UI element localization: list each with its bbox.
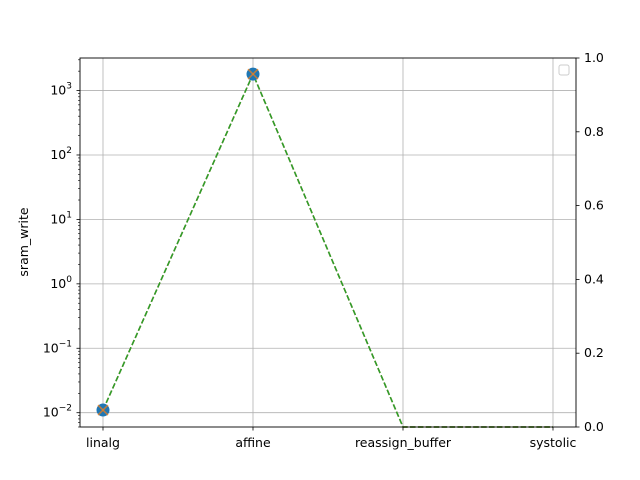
- right-y-tick-label: 0.0: [584, 419, 604, 434]
- right-y-tick-label: 0.8: [584, 124, 604, 139]
- x-tick-label: reassign_buffer: [355, 435, 452, 450]
- legend-box: [558, 64, 570, 76]
- y-tick-label: 100: [50, 275, 72, 291]
- series-point: [247, 68, 259, 80]
- x-tick-label: affine: [235, 435, 271, 450]
- right-y-tick-label: 0.2: [584, 345, 604, 360]
- plot-frame: [79, 57, 577, 428]
- y-tick-label: 102: [50, 146, 72, 162]
- x-tick-label: linalg: [86, 435, 120, 450]
- right-y-tick-label: 0.6: [584, 198, 604, 213]
- y-tick-label: 103: [50, 82, 72, 98]
- ticks: linalg affine reassign_buffer systolic 10−2 1…: [43, 50, 604, 450]
- grid: [80, 58, 576, 427]
- x-tick-label: systolic: [530, 435, 577, 450]
- y-tick-label: 10−1: [43, 339, 72, 355]
- right-y-tick-label: 0.4: [584, 271, 604, 286]
- series-point: [97, 404, 109, 416]
- y-tick-label: 101: [50, 210, 72, 226]
- y-tick-label: 10−2: [43, 404, 72, 420]
- y-axis-label: sram_write: [16, 207, 31, 276]
- right-y-tick-label: 1.0: [584, 50, 604, 65]
- axes: [79, 57, 577, 428]
